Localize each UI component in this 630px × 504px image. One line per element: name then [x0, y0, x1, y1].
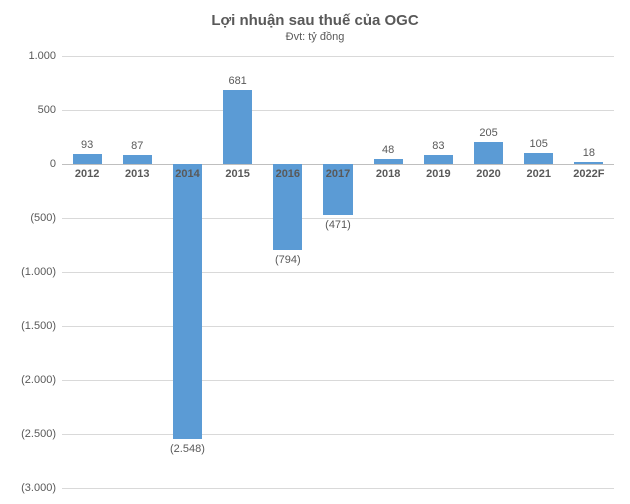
x-tick-label: 2019 — [426, 168, 450, 180]
y-tick-label: (3.000) — [21, 482, 56, 494]
value-label: 83 — [432, 140, 444, 152]
value-label: 205 — [479, 127, 497, 139]
bar — [173, 164, 202, 439]
value-label: 93 — [81, 139, 93, 151]
value-label: (2.548) — [170, 443, 205, 455]
bar — [223, 90, 252, 164]
bar — [524, 153, 553, 164]
x-tick-label: 2017 — [326, 168, 350, 180]
bar — [73, 154, 102, 164]
gridline — [62, 56, 614, 57]
x-tick-label: 2015 — [225, 168, 249, 180]
gridline — [62, 434, 614, 435]
value-label: 681 — [228, 75, 246, 87]
x-tick-label: 2012 — [75, 168, 99, 180]
value-label: 18 — [583, 147, 595, 159]
value-label: 105 — [530, 138, 548, 150]
gridline — [62, 326, 614, 327]
bar — [474, 142, 503, 164]
value-label: (471) — [325, 219, 351, 231]
gridline — [62, 272, 614, 273]
gridline — [62, 380, 614, 381]
x-tick-label: 2022F — [573, 168, 604, 180]
x-tick-label: 2018 — [376, 168, 400, 180]
y-tick-label: (2.500) — [21, 428, 56, 440]
gridline — [62, 488, 614, 489]
x-tick-label: 2014 — [175, 168, 199, 180]
bar — [574, 162, 603, 164]
y-tick-label: 500 — [38, 104, 56, 116]
bar — [374, 159, 403, 164]
plot-area: 1.0005000(500)(1.000)(1.500)(2.000)(2.50… — [62, 56, 614, 488]
bar — [123, 155, 152, 164]
chart-subtitle: Đvt: tỷ đồng — [0, 31, 630, 43]
chart-title: Lợi nhuận sau thuế của OGC — [0, 0, 630, 29]
x-tick-label: 2020 — [476, 168, 500, 180]
y-tick-label: (2.000) — [21, 374, 56, 386]
y-tick-label: (500) — [30, 212, 56, 224]
value-label: 87 — [131, 140, 143, 152]
y-tick-label: 0 — [50, 158, 56, 170]
value-label: 48 — [382, 144, 394, 156]
value-label: (794) — [275, 254, 301, 266]
y-tick-label: 1.000 — [28, 50, 56, 62]
y-tick-label: (1.500) — [21, 320, 56, 332]
x-tick-label: 2021 — [526, 168, 550, 180]
x-tick-label: 2013 — [125, 168, 149, 180]
y-tick-label: (1.000) — [21, 266, 56, 278]
chart-container: Lợi nhuận sau thuế của OGC Đvt: tỷ đồng … — [0, 0, 630, 504]
x-tick-label: 2016 — [276, 168, 300, 180]
gridline — [62, 110, 614, 111]
bar — [424, 155, 453, 164]
